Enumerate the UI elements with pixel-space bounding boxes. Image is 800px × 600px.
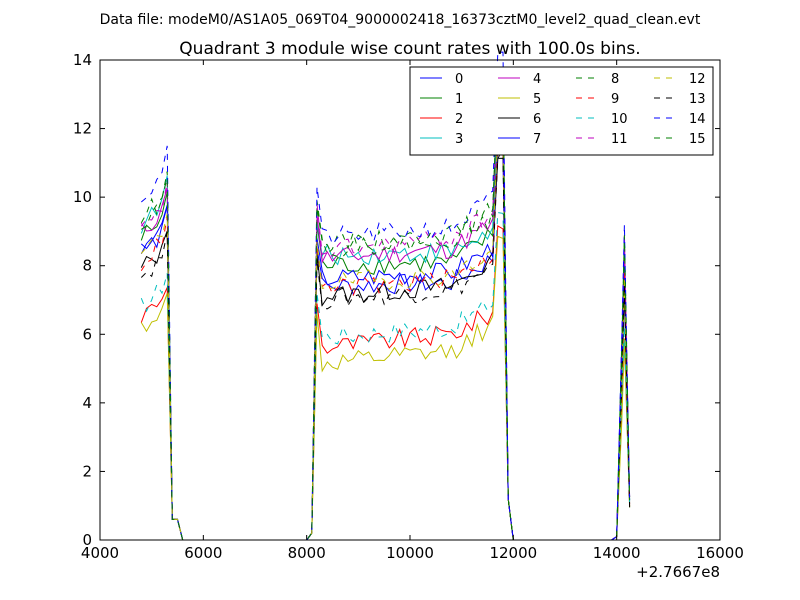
series-line-6	[140, 146, 631, 541]
x-offset-label: +2.7667e8	[636, 563, 720, 581]
legend-label-1: 1	[455, 92, 463, 107]
legend-label-7: 7	[533, 132, 541, 147]
legend-label-15: 15	[689, 132, 706, 147]
y-tick-label: 2	[82, 462, 92, 480]
legend-label-11: 11	[611, 132, 628, 147]
y-tick-label: 4	[82, 394, 92, 412]
legend-label-2: 2	[455, 112, 463, 127]
series-line-0	[140, 148, 631, 541]
legend-label-8: 8	[611, 72, 619, 87]
series-line-13	[140, 157, 631, 541]
series-line-11	[140, 81, 631, 541]
x-tick-label: 12000	[489, 544, 537, 562]
axes: 4000 6000 8000 10000 12000 14000 1600002468101…	[73, 51, 744, 562]
series-line-8	[140, 80, 631, 541]
series-line-1	[140, 112, 631, 541]
x-tick-label: 8000	[288, 544, 326, 562]
series-line-3	[140, 104, 631, 541]
series-line-12	[140, 134, 631, 541]
y-tick-label: 12	[73, 120, 92, 138]
x-tick-label: 14000	[593, 544, 641, 562]
legend-label-6: 6	[533, 112, 541, 127]
x-tick-label: 10000	[386, 544, 434, 562]
legend-label-0: 0	[455, 72, 463, 87]
chart-title: Quadrant 3 module wise count rates with …	[179, 39, 640, 59]
series-line-15	[141, 80, 631, 541]
chart-suptitle: Data file: modeM0/AS1A05_069T04_90000024…	[100, 12, 701, 28]
legend-label-10: 10	[611, 112, 628, 127]
legend-label-4: 4	[533, 72, 541, 87]
x-tick-label: 6000	[184, 544, 222, 562]
series-line-7	[140, 125, 631, 541]
legend-label-13: 13	[689, 92, 706, 107]
series-line-2	[140, 225, 631, 541]
series-line-10	[140, 212, 631, 541]
series-line-4	[140, 92, 631, 541]
legend-label-14: 14	[689, 112, 706, 127]
legend-box	[409, 66, 714, 156]
y-tick-label: 10	[73, 188, 92, 206]
legend-label-12: 12	[689, 72, 706, 87]
x-tick-label: 4000	[81, 544, 119, 562]
legend-label-5: 5	[533, 92, 541, 107]
legend-label-9: 9	[611, 92, 619, 107]
y-tick-label: 0	[82, 531, 92, 549]
x-tick-label: 16000	[696, 544, 744, 562]
y-tick-label: 8	[82, 257, 92, 275]
series-line-9	[140, 143, 631, 541]
legend-label-3: 3	[455, 132, 463, 147]
y-tick-label: 6	[82, 325, 92, 343]
y-tick-label: 14	[73, 51, 92, 69]
